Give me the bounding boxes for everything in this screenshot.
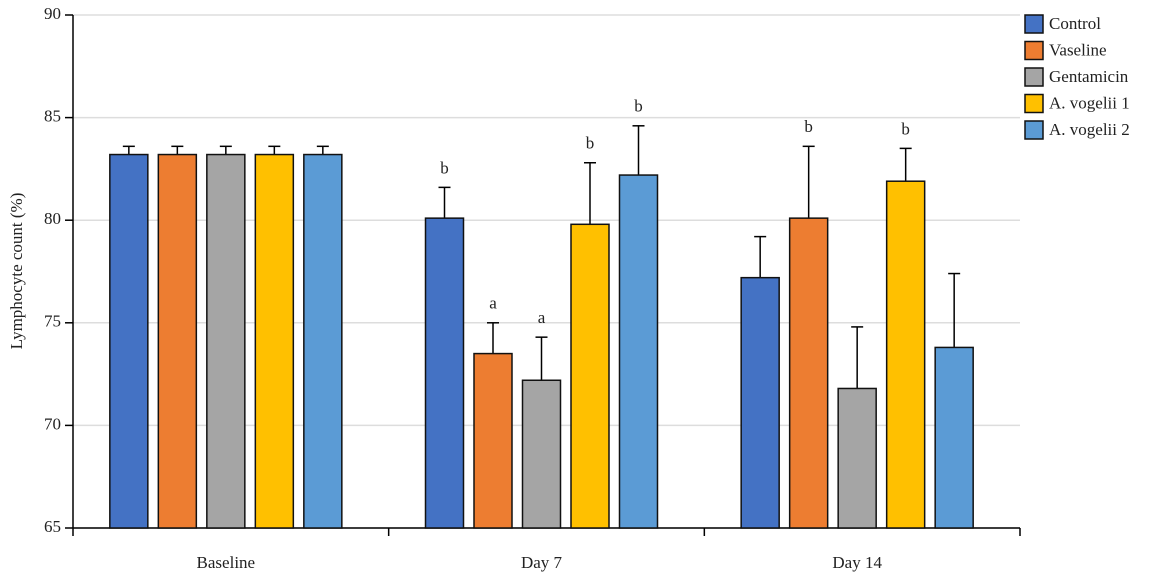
bar (788, 217, 829, 529)
legend-label: Control (1049, 14, 1101, 33)
bar (157, 153, 198, 529)
bar (934, 346, 974, 529)
significance-letter: b (440, 158, 449, 177)
bar (473, 352, 513, 529)
bar (254, 153, 295, 529)
bar (109, 153, 149, 529)
bar (837, 387, 877, 529)
x-tick-label: Day 14 (832, 553, 882, 572)
significance-letter: b (634, 97, 643, 116)
bar (303, 153, 343, 529)
legend-label: A. vogelii 1 (1049, 93, 1130, 112)
legend-swatch (1024, 40, 1044, 61)
y-axis-label: Lymphocyte count (%) (7, 193, 26, 350)
legend-label: Gentamicin (1049, 67, 1129, 86)
bar (570, 223, 610, 529)
significance-letter: b (804, 117, 813, 136)
legend-swatch (1024, 14, 1044, 34)
legend-swatch (1024, 93, 1044, 114)
bar (521, 379, 562, 529)
significance-letter: b (586, 134, 595, 153)
y-tick-label: 70 (44, 414, 61, 433)
bar (206, 153, 246, 529)
y-tick-label: 65 (44, 517, 61, 536)
legend-label: Vaseline (1049, 40, 1107, 59)
legend-swatch (1024, 120, 1044, 140)
x-tick-label: Baseline (197, 553, 256, 572)
legend-label: A. vogelii 2 (1049, 120, 1130, 139)
y-tick-label: 80 (44, 209, 61, 228)
y-tick-label: 85 (44, 107, 61, 126)
bar (885, 180, 926, 529)
significance-letter: a (489, 294, 497, 313)
significance-letter: b (901, 119, 910, 138)
legend-swatch (1024, 67, 1044, 87)
bar (618, 174, 659, 529)
y-tick-label: 90 (44, 4, 61, 23)
y-tick-label: 75 (44, 312, 61, 331)
bar (740, 276, 780, 529)
x-tick-label: Day 7 (521, 553, 563, 572)
bar (424, 217, 465, 529)
significance-letter: a (538, 308, 546, 327)
